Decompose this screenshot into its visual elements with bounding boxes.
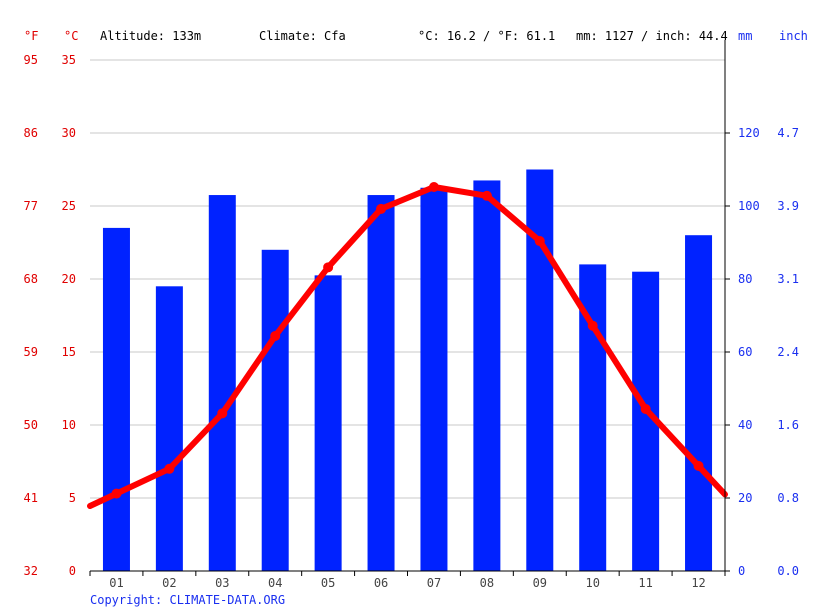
temperature-average-label: °C: 16.2 / °F: 61.1 (418, 29, 555, 43)
precipitation-bar (685, 235, 713, 571)
precipitation-bar (314, 275, 342, 571)
inch-unit-label: inch (779, 29, 808, 43)
y-tick-label-fahrenheit: 41 (24, 491, 38, 505)
climate-label: Climate: Cfa (259, 29, 346, 43)
precipitation-bar (102, 227, 130, 571)
y-tick-label-celsius: 5 (69, 491, 76, 505)
y-tick-label-fahrenheit: 95 (24, 53, 38, 67)
temperature-point (217, 408, 228, 419)
y-tick-label-celsius: 35 (62, 53, 76, 67)
y-tick-label-mm: 120 (738, 126, 760, 140)
x-tick-label: 12 (691, 576, 705, 590)
temperature-line (87, 182, 728, 509)
temperature-point (428, 182, 439, 193)
x-tick-label: 05 (321, 576, 335, 590)
y-tick-label-mm: 60 (738, 345, 752, 359)
precipitation-total-label: mm: 1127 / inch: 44.4 (576, 29, 728, 43)
y-tick-label-fahrenheit: 86 (24, 126, 38, 140)
precipitation-bar (473, 180, 501, 571)
y-tick-label-mm: 80 (738, 272, 752, 286)
temperature-point (270, 330, 281, 341)
y-tick-label-celsius: 10 (62, 418, 76, 432)
x-tick-label: 04 (268, 576, 282, 590)
precipitation-bar (420, 187, 448, 571)
temperature-point (534, 236, 545, 247)
x-tick-label: 06 (374, 576, 388, 590)
x-tick-label: 01 (109, 576, 123, 590)
precipitation-bars (102, 169, 713, 572)
y-tick-label-celsius: 0 (69, 564, 76, 578)
y-tick-label-celsius: 30 (62, 126, 76, 140)
temperature-point (481, 190, 492, 201)
y-tick-label-fahrenheit: 32 (24, 564, 38, 578)
y-tick-label-fahrenheit: 50 (24, 418, 38, 432)
temperature-point (376, 203, 387, 214)
copyright-text: Copyright: CLIMATE-DATA.ORG (90, 593, 285, 607)
x-tick-label: 08 (480, 576, 494, 590)
temperature-point (323, 262, 334, 273)
fahrenheit-unit-label: °F (24, 29, 38, 43)
y-tick-label-inch: 0.8 (777, 491, 799, 505)
y-tick-label-celsius: 25 (62, 199, 76, 213)
temperature-point (164, 463, 175, 474)
x-tick-label: 03 (215, 576, 229, 590)
x-tick-label: 02 (162, 576, 176, 590)
altitude-label: Altitude: 133m (100, 29, 201, 43)
x-tick-label: 09 (533, 576, 547, 590)
x-tick-label: 07 (427, 576, 441, 590)
y-tick-label-fahrenheit: 77 (24, 199, 38, 213)
y-tick-label-inch: 2.4 (777, 345, 799, 359)
precipitation-bar (208, 195, 236, 572)
temperature-point (587, 320, 598, 331)
x-tick-label: 11 (638, 576, 652, 590)
y-tick-label-inch: 3.9 (777, 199, 799, 213)
y-tick-label-inch: 4.7 (777, 126, 799, 140)
temperature-point (693, 460, 704, 471)
y-tick-label-mm: 100 (738, 199, 760, 213)
y-tick-label-celsius: 20 (62, 272, 76, 286)
x-tick-label: 10 (585, 576, 599, 590)
precipitation-bar (155, 286, 183, 571)
y-tick-label-fahrenheit: 59 (24, 345, 38, 359)
y-tick-label-mm: 40 (738, 418, 752, 432)
y-tick-label-mm: 20 (738, 491, 752, 505)
temperature-point (640, 403, 651, 414)
y-tick-label-fahrenheit: 68 (24, 272, 38, 286)
y-tick-label-inch: 1.6 (777, 418, 799, 432)
precipitation-bar (367, 195, 395, 572)
temperature-point (111, 488, 122, 499)
y-tick-label-mm: 0 (738, 564, 745, 578)
mm-unit-label: mm (738, 29, 752, 43)
grid-lines (90, 59, 725, 499)
axes: 32 0 41 5 50 10 59 15 68 20 77 25 86 30 95 35 0 0.0 20 0.8 4… (24, 40, 799, 590)
temperature-series-line (87, 184, 728, 509)
precipitation-bar (261, 249, 289, 572)
y-tick-label-celsius: 15 (62, 345, 76, 359)
y-tick-label-inch: 3.1 (777, 272, 799, 286)
celsius-unit-label: °C (64, 29, 78, 43)
y-tick-label-inch: 0.0 (777, 564, 799, 578)
